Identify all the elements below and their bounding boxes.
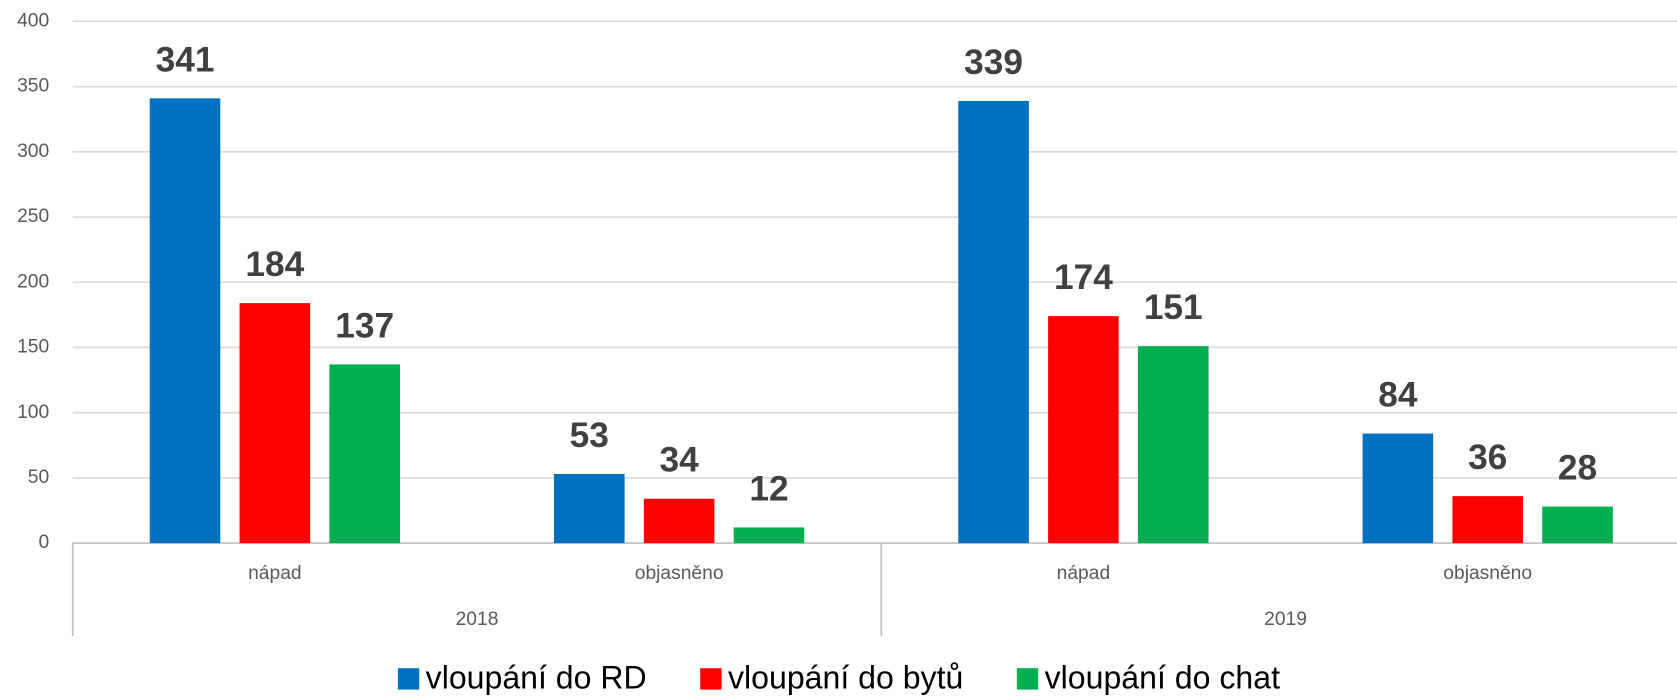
x-tick-label: objasněno: [1443, 563, 1532, 584]
data-label: 34: [660, 441, 700, 480]
legend-label: vloupání do RD: [426, 659, 647, 695]
bar: [958, 100, 1029, 544]
y-tick-label: 100: [17, 402, 49, 423]
data-label: 184: [245, 245, 304, 284]
bar: [329, 364, 400, 544]
data-label: 174: [1054, 258, 1113, 297]
bar: [1137, 346, 1209, 544]
bar: [1452, 496, 1523, 544]
bar: [733, 527, 805, 544]
legend-swatch: [397, 668, 420, 690]
data-label: 12: [749, 469, 788, 508]
y-tick-label: 300: [17, 141, 49, 162]
bar: [1542, 506, 1613, 544]
bar: [643, 498, 715, 544]
group-label: 2019: [1264, 609, 1307, 630]
bar: [1362, 433, 1434, 544]
data-label: 53: [570, 416, 609, 455]
y-tick-label: 200: [17, 271, 49, 292]
legend-label: vloupání do chat: [1045, 659, 1280, 695]
legend-swatch: [700, 668, 722, 690]
data-label: 36: [1468, 438, 1507, 477]
bar: [149, 98, 221, 544]
bar: [554, 473, 625, 544]
data-label: 339: [964, 43, 1023, 82]
y-tick-label: 150: [17, 337, 49, 358]
y-tick-label: 250: [17, 206, 49, 227]
bar: [239, 303, 311, 544]
y-tick-label: 50: [28, 467, 49, 488]
x-tick-label: nápad: [248, 563, 302, 584]
y-tick-label: 0: [38, 532, 49, 553]
data-label: 151: [1144, 288, 1203, 327]
data-label: 28: [1558, 449, 1597, 488]
group-label: 2018: [456, 609, 499, 630]
legend-label: vloupání do bytů: [728, 659, 963, 695]
legend-swatch: [1016, 668, 1039, 690]
x-tick-label: nápad: [1057, 563, 1111, 584]
data-label: 137: [335, 306, 394, 345]
x-tick-label: objasněno: [635, 563, 724, 584]
bar: [1048, 316, 1119, 544]
data-label: 84: [1378, 376, 1418, 415]
data-label: 341: [156, 40, 215, 79]
y-tick-label: 400: [17, 10, 49, 31]
y-tick-label: 350: [17, 76, 49, 97]
